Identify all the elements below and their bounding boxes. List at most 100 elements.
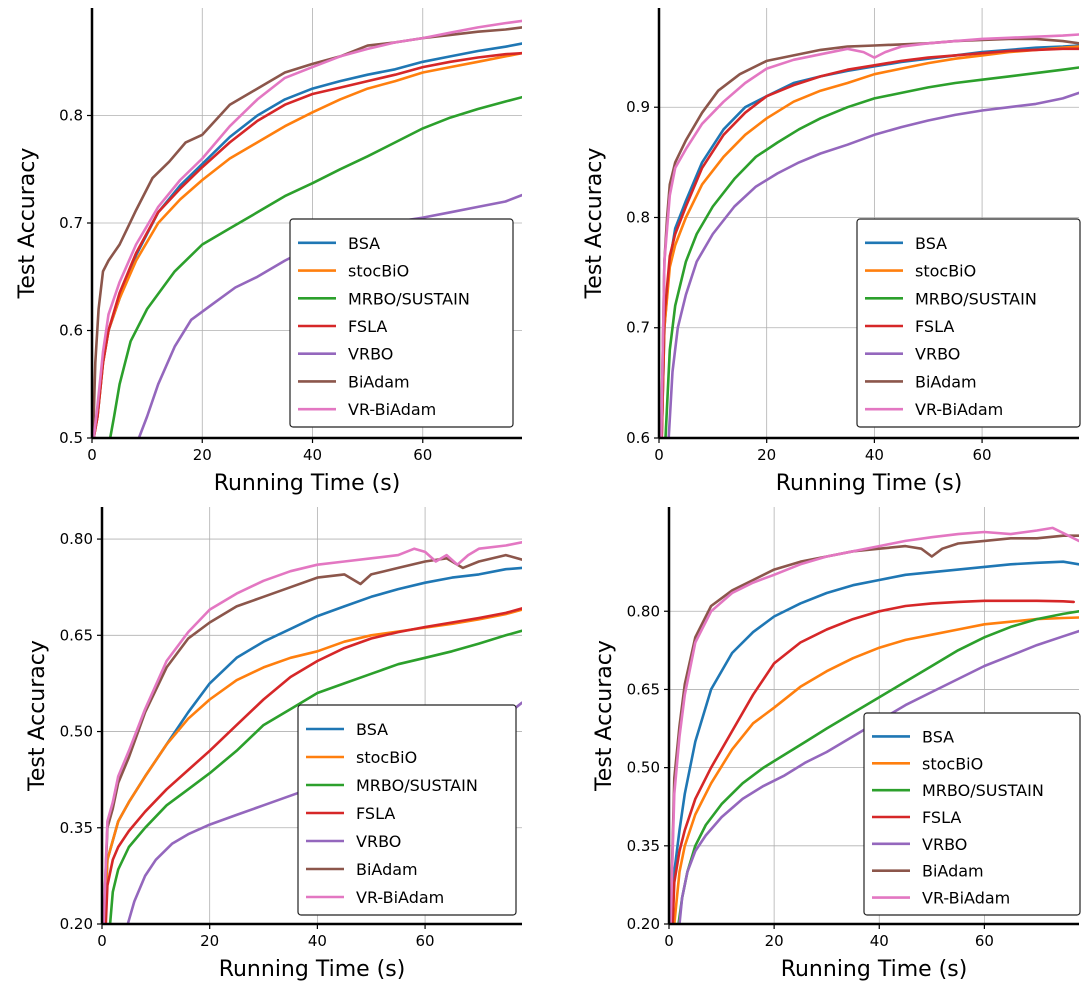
series-line-bsa [670, 560, 1079, 924]
x-tick-label: 20 [193, 446, 212, 464]
series-line-vr-biadam [669, 526, 1079, 924]
x-axis-title: Running Time (s) [219, 957, 406, 982]
y-tick-label: 0.5 [59, 429, 83, 447]
x-tick-label: 40 [870, 932, 889, 950]
y-tick-label: 0.7 [626, 319, 650, 337]
legend-label: MRBO/SUSTAIN [356, 776, 478, 795]
x-tick-label: 20 [200, 932, 219, 950]
x-tick-label: 40 [308, 932, 327, 950]
legend-label: MRBO/SUSTAIN [922, 781, 1044, 800]
x-tick-label: 0 [654, 446, 664, 464]
legend-label: BSA [922, 727, 954, 746]
x-tick-label: 0 [97, 932, 107, 950]
chart-panel-1: 0 20 40 60 0.5 0.6 0.7 0.8 Running Time (s) Test … [15, 8, 522, 496]
legend-label: MRBO/SUSTAIN [348, 289, 470, 308]
legend-label: FSLA [356, 804, 395, 823]
series-line-stocbio [672, 616, 1079, 924]
legend-label: VRBO [915, 345, 960, 364]
y-tick-label: 0.35 [60, 819, 93, 837]
x-tick-label: 60 [975, 932, 994, 950]
series-group [669, 526, 1079, 924]
legend-label: VRBO [922, 835, 967, 854]
y-tick-label: 0.65 [627, 680, 660, 698]
legend-label: BiAdam [356, 860, 418, 879]
legend-label: VR-BiAdam [348, 400, 436, 419]
y-tick-label: 0.9 [626, 98, 650, 116]
x-tick-label: 60 [413, 446, 432, 464]
y-tick-label: 0.8 [626, 208, 650, 226]
x-tick-label: 40 [865, 446, 884, 464]
legend-label: BiAdam [348, 372, 410, 391]
y-tick-label: 0.50 [627, 759, 660, 777]
legend-label: BSA [915, 234, 947, 253]
y-axis-title: Test Accuracy [15, 148, 40, 300]
chart-panel-3: 0 20 40 60 0.20 0.35 0.50 0.65 0.80 Running Time … [25, 507, 522, 982]
legend: BSA stocBiO MRBO/SUSTAIN FSLA VRBO BiAdam VR-B… [289, 218, 514, 428]
y-tick-label: 0.65 [60, 626, 93, 644]
x-axis-title: Running Time (s) [214, 471, 401, 496]
series-line-mrbo-sustain [108, 629, 522, 924]
legend-label: stocBiO [922, 754, 983, 773]
legend-box [856, 218, 1081, 428]
legend-box [297, 704, 517, 916]
legend-label: VRBO [356, 832, 401, 851]
series-line-fsla [671, 599, 1075, 924]
legend-label: VR-BiAdam [356, 888, 444, 907]
legend-label: VR-BiAdam [915, 400, 1003, 419]
series-line-vr-biadam [92, 19, 522, 438]
series-line-vr-biadam [102, 540, 522, 924]
legend-box [289, 218, 514, 428]
legend-box [863, 712, 1081, 916]
y-tick-label: 0.8 [59, 107, 83, 125]
y-tick-label: 0.35 [627, 837, 660, 855]
legend: BSA stocBiO MRBO/SUSTAIN FSLA VRBO BiAdam VR-B… [856, 218, 1081, 428]
legend-label: stocBiO [348, 262, 409, 281]
y-tick-label: 0.6 [59, 322, 83, 340]
series-line-fsla [104, 607, 522, 924]
y-tick-label: 0.80 [627, 602, 660, 620]
series-line-mrbo-sustain [108, 95, 522, 438]
legend-label: FSLA [922, 808, 961, 827]
y-tick-label: 0.20 [627, 915, 660, 933]
series-group [659, 33, 1079, 438]
legend-label: VR-BiAdam [922, 889, 1010, 908]
x-tick-label: 0 [87, 446, 97, 464]
y-tick-label: 0.50 [60, 723, 93, 741]
legend-label: BiAdam [915, 372, 977, 391]
y-axis-title: Test Accuracy [582, 148, 607, 300]
x-axis-title: Running Time (s) [776, 471, 963, 496]
x-tick-label: 0 [664, 932, 674, 950]
series-line-vr-biadam [659, 33, 1079, 438]
legend-label: stocBiO [915, 262, 976, 281]
legend-label: VRBO [348, 345, 393, 364]
legend-label: BiAdam [922, 862, 984, 881]
x-tick-label: 40 [303, 446, 322, 464]
legend-label: stocBiO [356, 748, 417, 767]
y-tick-label: 0.6 [626, 429, 650, 447]
chart-panel-4: 0 20 40 60 0.20 0.35 0.50 0.65 0.80 Running Time … [592, 507, 1081, 982]
series-line-fsla [92, 51, 522, 438]
y-axis-title: Test Accuracy [25, 640, 50, 792]
legend-label: FSLA [348, 317, 387, 336]
x-tick-label: 20 [757, 446, 776, 464]
legend-label: MRBO/SUSTAIN [915, 289, 1037, 308]
legend-label: BSA [348, 234, 380, 253]
y-tick-label: 0.20 [60, 915, 93, 933]
series-line-vrbo [667, 91, 1079, 438]
y-tick-label: 0.80 [60, 530, 93, 548]
x-tick-label: 20 [765, 932, 784, 950]
legend: BSA stocBiO MRBO/SUSTAIN FSLA VRBO BiAdam VR-B… [297, 704, 517, 916]
series-line-mrbo-sustain [677, 609, 1079, 924]
series-line-fsla [660, 47, 1079, 438]
legend-label: FSLA [915, 317, 954, 336]
x-axis-title: Running Time (s) [781, 957, 968, 982]
x-tick-label: 60 [416, 932, 435, 950]
x-tick-label: 60 [973, 446, 992, 464]
legend: BSA stocBiO MRBO/SUSTAIN FSLA VRBO BiAdam VR-B… [863, 712, 1081, 916]
series-line-stocbio [660, 45, 1079, 438]
y-axis-title: Test Accuracy [592, 640, 617, 792]
series-line-vrbo [678, 629, 1079, 924]
series-line-mrbo-sustain [664, 66, 1079, 438]
chart-panel-2: 0 20 40 60 0.6 0.7 0.8 0.9 Running Time (s) Test … [582, 8, 1081, 496]
